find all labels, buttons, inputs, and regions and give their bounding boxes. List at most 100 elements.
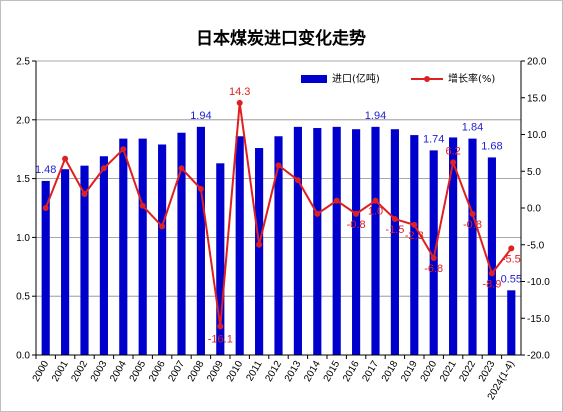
bar	[390, 129, 399, 355]
line-value-label: -1.5	[385, 224, 404, 236]
line-value-label: -16.1	[208, 333, 233, 345]
x-tick-label: 2002	[69, 359, 90, 384]
growth-point	[62, 155, 69, 162]
x-tick-label: 2016	[341, 359, 362, 384]
growth-point	[450, 159, 457, 166]
bar	[138, 138, 147, 355]
x-tick-label: 2020	[419, 359, 440, 384]
left-tick-label: 1.0	[16, 233, 30, 244]
bar	[274, 136, 283, 355]
bar	[99, 156, 108, 355]
growth-point	[294, 177, 301, 184]
x-tick-label: 2018	[380, 359, 401, 384]
bar	[119, 138, 128, 355]
bar	[293, 126, 302, 355]
growth-point	[488, 270, 495, 277]
x-tick-label: 2003	[89, 359, 110, 384]
chart-title: 日本煤炭进口变化走势	[196, 28, 366, 49]
growth-point	[236, 99, 243, 106]
x-tick-label: 2006	[147, 359, 168, 384]
bar	[449, 137, 458, 355]
bar	[235, 136, 244, 355]
growth-point	[333, 197, 340, 204]
x-tick-label: 2010	[225, 359, 246, 384]
line-value-label: -5.5	[502, 253, 521, 265]
growth-point	[469, 210, 476, 217]
line-value-label: 6.2	[445, 145, 460, 157]
legend-bar-label: 进口(亿吨)	[332, 72, 380, 85]
growth-point	[508, 245, 515, 252]
x-tick-label: 2005	[128, 359, 149, 384]
bar	[429, 150, 438, 355]
left-tick-label: 2.0	[16, 115, 30, 126]
x-tick-label: 2011	[244, 359, 264, 384]
growth-point	[391, 216, 398, 223]
bar	[216, 163, 225, 355]
x-tick-label: 2007	[166, 359, 187, 384]
left-tick-label: 1.5	[16, 174, 30, 185]
x-tick-label: 2014	[302, 359, 323, 384]
bar-value-label: 1.68	[481, 140, 502, 152]
data-labels: 1.48 1.94 1.94 1.74 1.84 1.68 0.55 -16.1 14.3 -0.…	[35, 86, 522, 345]
right-tick-label: -10.0	[527, 277, 550, 288]
bar	[177, 132, 186, 355]
right-tick-label: -20.0	[527, 351, 550, 362]
growth-point	[411, 221, 418, 228]
bar	[80, 165, 89, 355]
line-series	[42, 99, 515, 330]
line-value-label: 14.3	[229, 86, 250, 98]
x-tick-label: 2009	[205, 359, 226, 384]
x-tick-label: 2013	[283, 359, 304, 384]
legend-line-marker	[424, 76, 430, 82]
bar	[410, 135, 419, 355]
x-tick-label: 2008	[186, 359, 207, 384]
bar	[487, 157, 496, 355]
bar	[255, 148, 264, 355]
right-tick-label: 0.0	[527, 204, 541, 215]
growth-point	[178, 165, 185, 172]
bar	[158, 144, 167, 355]
growth-point	[159, 223, 166, 230]
x-tick-label: 2021	[438, 359, 459, 384]
bar-series	[41, 126, 516, 355]
right-tick-label: 20.0	[527, 57, 547, 68]
growth-point	[100, 165, 107, 172]
bar-value-label: 1.84	[462, 122, 483, 134]
line-value-label: 1.0	[368, 206, 383, 218]
line-value-label: -2.3	[405, 230, 424, 242]
bar	[196, 126, 205, 355]
x-tick-label: 2015	[322, 359, 343, 384]
growth-point	[197, 185, 204, 192]
right-tick-label: 15.0	[527, 93, 547, 104]
bar	[313, 128, 322, 355]
legend-line-label: 增长率(%)	[448, 72, 495, 85]
bar	[507, 290, 516, 355]
bar	[61, 169, 70, 355]
growth-point	[256, 241, 263, 248]
growth-point	[120, 146, 127, 153]
growth-point	[353, 210, 360, 217]
growth-point	[42, 205, 49, 211]
left-tick-label: 2.5	[16, 57, 30, 68]
growth-point	[275, 162, 282, 169]
bar	[468, 138, 477, 355]
line-value-label: -0.8	[463, 219, 482, 231]
bar	[332, 126, 341, 355]
bar-value-label: 1.94	[365, 110, 386, 122]
legend: 进口(亿吨) 增长率(%)	[301, 72, 495, 85]
x-tick-label: 2004	[108, 359, 129, 384]
bar-value-label: 1.94	[190, 110, 211, 122]
growth-point	[372, 197, 379, 204]
growth-point	[217, 323, 224, 330]
x-tick-label: 2017	[360, 359, 381, 384]
x-tick-label: 2001	[50, 359, 71, 384]
right-tick-label: -15.0	[527, 314, 550, 325]
growth-point	[430, 254, 437, 261]
x-tick-label: 2012	[263, 359, 284, 384]
x-tick-label: 2022	[457, 359, 478, 384]
left-tick-label: 0.0	[16, 351, 30, 362]
line-value-label: -6.8	[424, 263, 443, 275]
line-value-label: -8.9	[482, 278, 501, 290]
